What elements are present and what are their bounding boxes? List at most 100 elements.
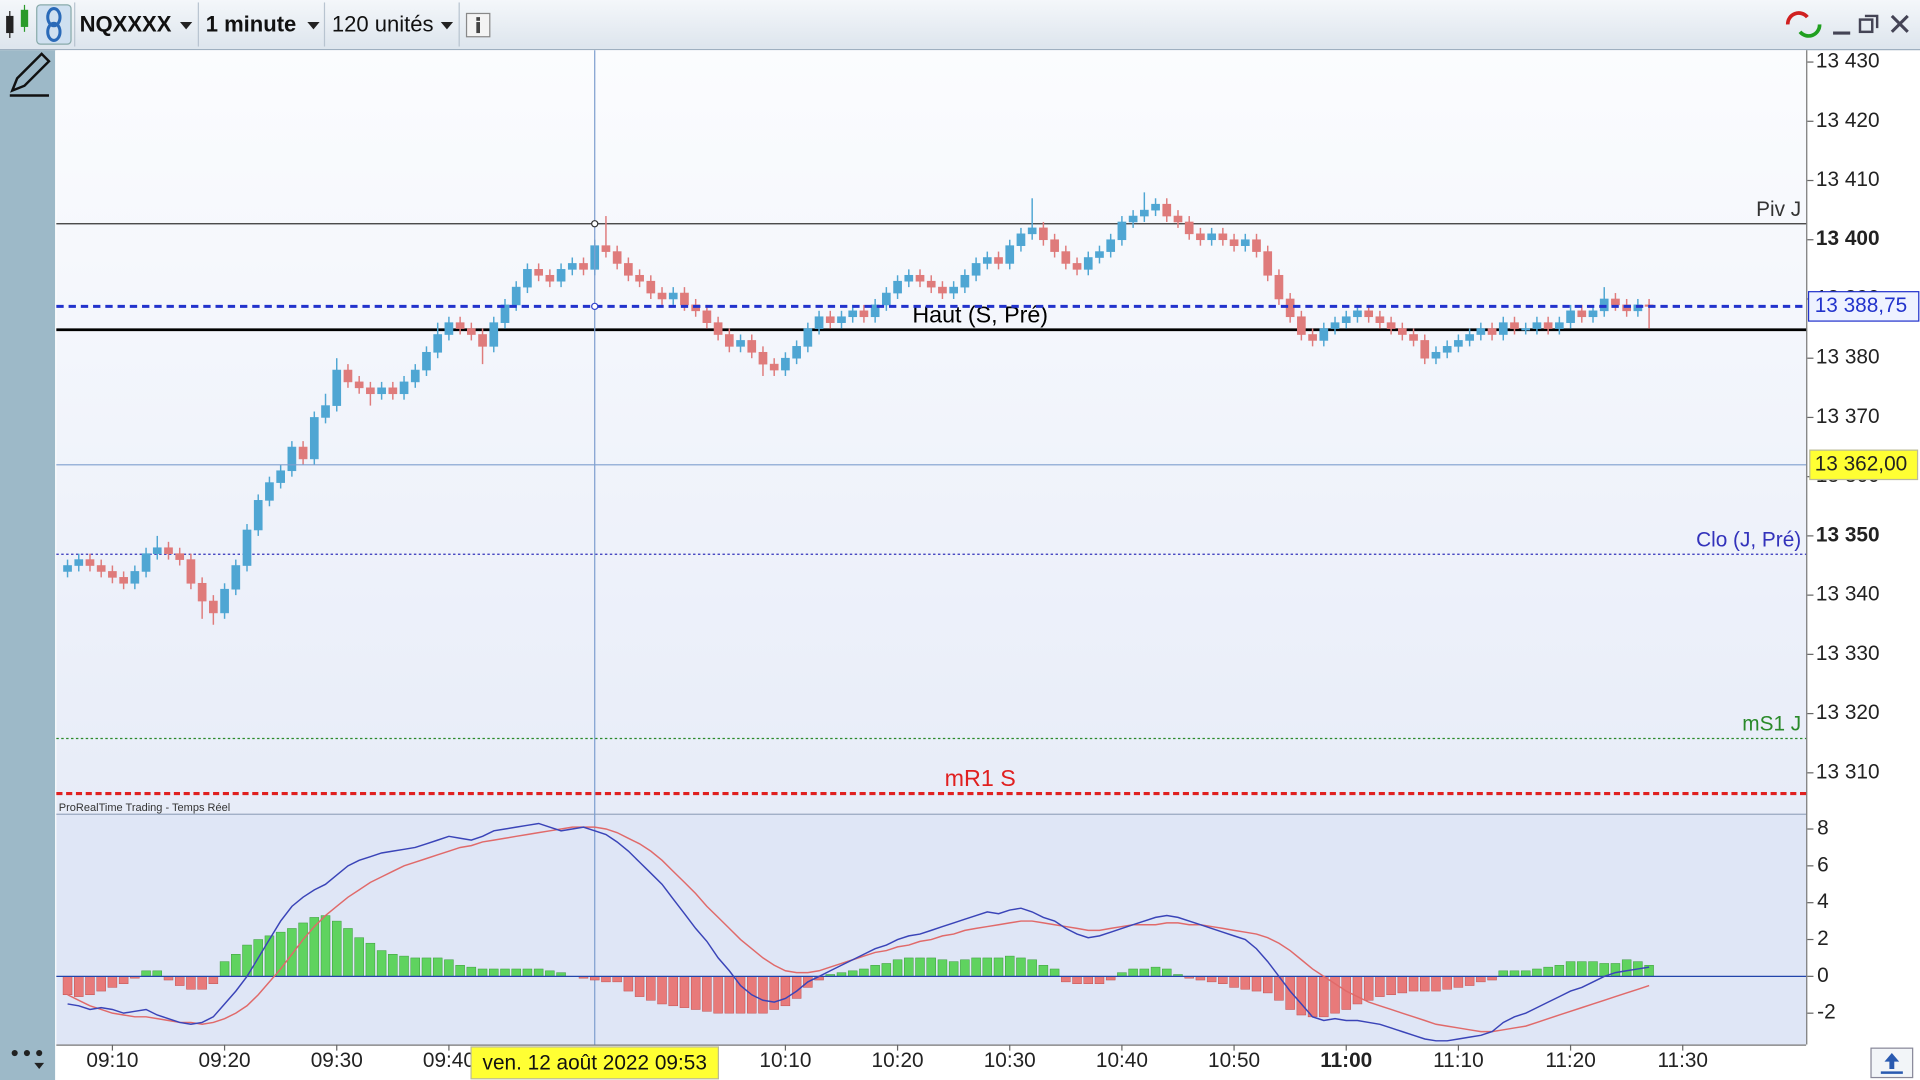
histogram-bar [1128,968,1138,977]
candle [635,269,644,288]
candle-body [1566,310,1575,323]
candle [579,257,588,276]
candle [534,263,543,282]
histogram-bar [1206,976,1217,983]
histogram-bar [410,957,420,977]
timeframe[interactable]: 1 minute [206,12,297,37]
candle [433,322,443,359]
histogram-bar [713,976,723,1014]
symbol[interactable]: NQXXXX [80,12,172,37]
candle-body [1263,251,1273,276]
histogram-bar [1296,976,1307,1016]
candle [197,577,207,619]
candle-body [1577,310,1587,318]
candle-body [1207,233,1216,241]
candle-body [276,470,286,483]
histogram-bar [298,922,308,977]
scroll-button[interactable] [1870,1047,1914,1079]
histogram-bar [264,935,275,977]
candle-body [713,322,723,335]
candle [1521,322,1531,335]
histogram-bar [466,966,477,977]
candle [926,275,936,294]
level-label: mS1 J [1742,713,1801,736]
histogram-bar [343,928,353,977]
candle-body [96,565,106,572]
histogram-bar [1464,976,1475,986]
info-button[interactable] [465,12,491,38]
candle [612,245,622,270]
candle-body [680,292,689,306]
candle-body [1095,251,1104,258]
candle [1095,245,1104,264]
histogram-bar [1285,976,1295,1010]
chart-type-icon[interactable] [6,4,29,38]
candle-body [197,582,207,602]
candle [1532,316,1542,335]
histogram-bar [1509,970,1520,977]
candle-body [859,310,869,318]
histogram-bar [1150,966,1161,977]
candle [825,310,835,329]
candle [1061,245,1071,270]
histogram-bar [1262,976,1273,994]
candle [1184,216,1194,240]
candle-body [1420,340,1430,359]
candle-body [848,310,858,318]
y-tick-label: 13 320 [1816,701,1880,724]
level-label: Clo (J, Pré) [1696,528,1801,551]
candle [1263,245,1273,282]
candle [1005,239,1015,270]
candle-body [1555,322,1564,329]
candle [1117,216,1127,246]
x-tick-label: 09:10 [86,1049,138,1072]
histogram-bar [1139,968,1150,977]
x-tick-label: 10:50 [1208,1049,1260,1072]
candle-body [1229,239,1239,246]
histogram-bar [85,976,95,996]
candle-body [792,346,801,359]
candle [1039,221,1048,246]
y-tick-label: 13 430 [1816,50,1880,73]
candle-body [1487,328,1497,335]
histogram-bar [208,976,219,984]
candle [1487,322,1497,341]
candle [410,364,420,388]
candle-body [186,559,196,584]
candle [489,316,499,353]
candle [1207,227,1216,246]
drawing-tool[interactable] [9,52,51,97]
histogram-bar [500,968,510,977]
crosshair-dot [591,220,599,228]
candle [960,269,970,294]
candle-body [1184,221,1194,235]
dropdown-arrow[interactable] [307,22,320,30]
candle-body [1173,215,1183,223]
x-tick-label: 10:30 [984,1049,1036,1072]
more-button[interactable] [11,1050,45,1069]
candle-body [1196,233,1205,241]
histogram-bar [1476,976,1486,983]
histogram-bar [74,976,84,997]
close-button[interactable] [1890,14,1909,33]
y-tick-label: 13 350 [1816,523,1880,546]
histogram-bar [152,970,163,977]
dropdown-arrow[interactable] [440,22,454,30]
x-tick-label: 10:10 [759,1049,811,1072]
units[interactable]: 120 unités [332,12,434,37]
candle [343,364,353,388]
candle-body [803,328,813,347]
candle-body [433,334,443,353]
refresh-button[interactable] [1785,11,1822,38]
candle [1431,346,1441,365]
histogram-bar [511,968,521,977]
histogram-bar [107,976,118,988]
candle [354,375,364,394]
y-tick-label: 13 410 [1816,168,1880,191]
candle [769,358,779,376]
link-icon[interactable] [36,4,72,45]
candle [556,263,566,288]
restore-button[interactable] [1858,14,1879,34]
candle-body [949,286,959,294]
dropdown-arrow[interactable] [180,22,193,30]
